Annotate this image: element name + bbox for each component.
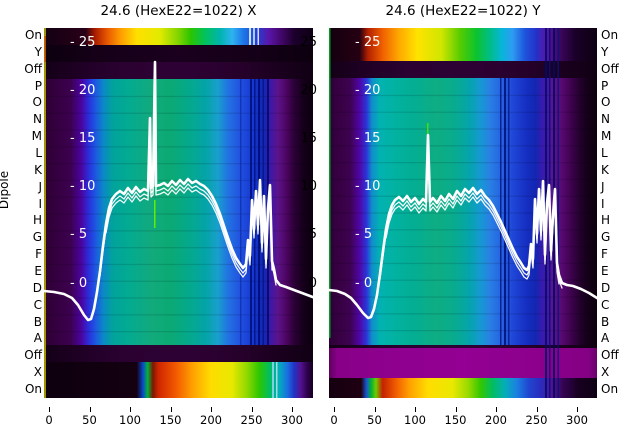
heatmap-svg-y (327, 28, 599, 398)
row-label: On (601, 382, 619, 397)
row-label: N (601, 112, 610, 127)
x-tick-label: 50 (82, 413, 97, 427)
row-label: J (601, 179, 605, 194)
x-tick-label: 150 (159, 413, 182, 427)
row-label: C (33, 297, 42, 312)
row-label: D (601, 280, 611, 295)
gap-axis-number: 10 (300, 179, 317, 195)
x-tick-label: 150 (444, 413, 467, 427)
inner-axis-label: - 25 (355, 34, 381, 50)
inner-axis-label: - 20 (70, 82, 96, 98)
x-tick-label: 300 (281, 413, 303, 427)
x-tick-mark (89, 407, 91, 412)
row-label: A (33, 331, 42, 346)
row-label: M (31, 129, 42, 144)
x-tick-mark (577, 407, 579, 412)
row-label: Off (24, 61, 42, 76)
x-tick-mark (334, 407, 336, 412)
gap-axis-number: 15 (300, 130, 317, 146)
row-label: L (35, 146, 42, 161)
row-label: K (34, 162, 42, 177)
row-label: K (601, 162, 609, 177)
row-label: B (601, 314, 610, 329)
inner-axis-label: - 10 (355, 179, 381, 195)
row-label: P (34, 78, 42, 93)
x-tick-mark (130, 407, 132, 412)
x-tick-label: 0 (45, 413, 53, 427)
row-label: F (35, 247, 42, 262)
x-tick-mark (455, 407, 457, 412)
row-label: D (32, 280, 42, 295)
x-tick-mark (292, 407, 294, 412)
x-tick-mark (170, 407, 172, 412)
row-label: Y (601, 44, 609, 59)
x-tick-label: 0 (330, 413, 338, 427)
row-label: X (33, 365, 42, 380)
heatmap-panel-x (42, 28, 333, 398)
panel-title-x: 24.6 (HexE22=1022) X (100, 3, 257, 19)
row-label: L (601, 146, 608, 161)
x-tick-mark (49, 407, 51, 412)
inner-axis-label: - 5 (70, 227, 88, 243)
inner-axis-label: - 15 (355, 130, 381, 146)
row-label: O (32, 95, 42, 110)
row-label: Y (34, 44, 42, 59)
row-label: H (32, 213, 42, 228)
x-tick-label: 200 (485, 413, 507, 427)
x-tick-label: 100 (404, 413, 426, 427)
inner-axis-label: - 0 (70, 275, 88, 291)
x-tick-label: 250 (240, 413, 263, 427)
x-tick-mark (536, 407, 538, 412)
x-tick-mark (211, 407, 213, 412)
x-tick-label: 250 (525, 413, 548, 427)
row-label: P (601, 78, 609, 93)
row-label: A (601, 331, 610, 346)
x-tick-mark (251, 407, 253, 412)
heatmap-svg-x (42, 28, 333, 398)
row-label: H (601, 213, 611, 228)
row-label: I (38, 196, 42, 211)
gap-axis-number: 20 (300, 82, 317, 98)
row-label: On (24, 28, 42, 42)
row-label: O (601, 95, 611, 110)
inner-axis-label: - 15 (70, 130, 96, 146)
inner-axis-label: - 10 (70, 179, 96, 195)
row-label: F (601, 247, 608, 262)
row-label: J (38, 179, 42, 194)
inner-axis-label: - 0 (355, 275, 373, 291)
row-label: Off (601, 348, 619, 363)
row-label: N (33, 112, 42, 127)
row-labels-right: On Y Off P O N M L K J I H G F E D C B A Off X On (601, 27, 639, 398)
x-tick-label: 50 (367, 413, 382, 427)
x-tick-label: 300 (566, 413, 588, 427)
row-label: G (32, 230, 42, 245)
x-tick-mark (374, 407, 376, 412)
row-label: Off (24, 348, 42, 363)
row-label: X (601, 365, 610, 380)
panel-title-y: 24.6 (HexE22=1022) Y (385, 3, 541, 19)
row-label: B (33, 314, 42, 329)
x-tick-label: 200 (200, 413, 222, 427)
x-tick-mark (496, 407, 498, 412)
x-tick-mark (415, 407, 417, 412)
row-label: C (601, 297, 610, 312)
row-label: M (601, 129, 612, 144)
row-label: E (601, 264, 609, 279)
x-tick-label: 100 (119, 413, 141, 427)
gap-axis-number: 0 (308, 275, 317, 291)
row-label: E (34, 264, 42, 279)
inner-axis-label: - 20 (355, 82, 381, 98)
heatmap-panel-y (327, 28, 599, 398)
inner-axis-label: - 5 (355, 227, 373, 243)
row-label: On (601, 28, 619, 42)
row-label: G (601, 230, 611, 245)
row-labels-left: On Y Off P O N M L K J I H G F E D C B A Off X On (0, 27, 42, 398)
row-label: Off (601, 61, 619, 76)
inner-axis-label: - 25 (70, 34, 96, 50)
gap-axis-number: 25 (300, 34, 317, 50)
gap-axis-number: 5 (308, 227, 317, 243)
row-label: On (24, 382, 42, 397)
row-label: I (601, 196, 605, 211)
